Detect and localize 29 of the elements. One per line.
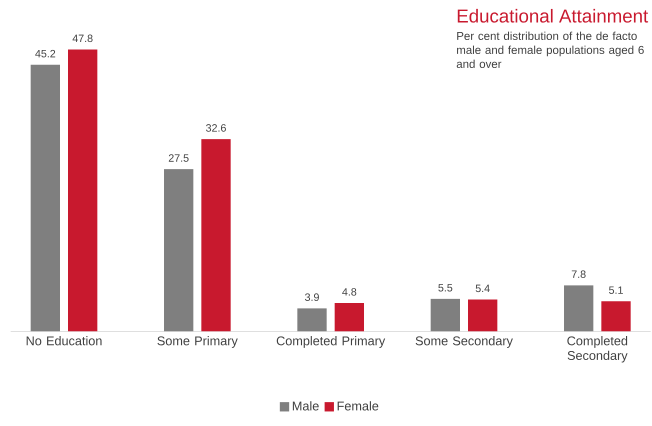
data-label: 45.2 xyxy=(35,50,56,58)
bar xyxy=(601,301,631,332)
bar xyxy=(334,303,364,332)
bar xyxy=(564,285,594,332)
chart-subtitle: Per cent distribution of the de facto male and female populations aged 6 and over xyxy=(456,32,644,68)
legend-label: Male xyxy=(292,401,319,411)
bar xyxy=(68,49,98,332)
bar xyxy=(164,169,194,332)
x-tick-label: Completed Primary xyxy=(276,336,386,348)
data-label: 5.5 xyxy=(438,284,452,292)
bar xyxy=(468,299,498,332)
data-label: 5.4 xyxy=(476,284,490,292)
data-label: 47.8 xyxy=(72,34,93,42)
data-label: 5.1 xyxy=(609,286,623,294)
x-tick-label: Some Primary xyxy=(157,336,238,348)
data-label: 3.9 xyxy=(304,293,319,301)
data-label: 7.8 xyxy=(572,270,586,278)
bar xyxy=(297,308,327,332)
bar xyxy=(430,298,460,332)
bar xyxy=(30,64,60,332)
x-tick-label: Completed Secondary xyxy=(567,336,628,363)
x-tick-label: No Education xyxy=(26,336,102,346)
chart-title: Educational Attainment xyxy=(458,8,648,23)
legend-label: Female xyxy=(338,401,378,411)
x-tick-label: Some Secondary xyxy=(416,336,513,348)
data-label: 4.8 xyxy=(342,288,356,296)
data-label: 32.6 xyxy=(206,124,226,132)
data-label: 27.5 xyxy=(168,154,189,162)
bar xyxy=(201,139,231,332)
